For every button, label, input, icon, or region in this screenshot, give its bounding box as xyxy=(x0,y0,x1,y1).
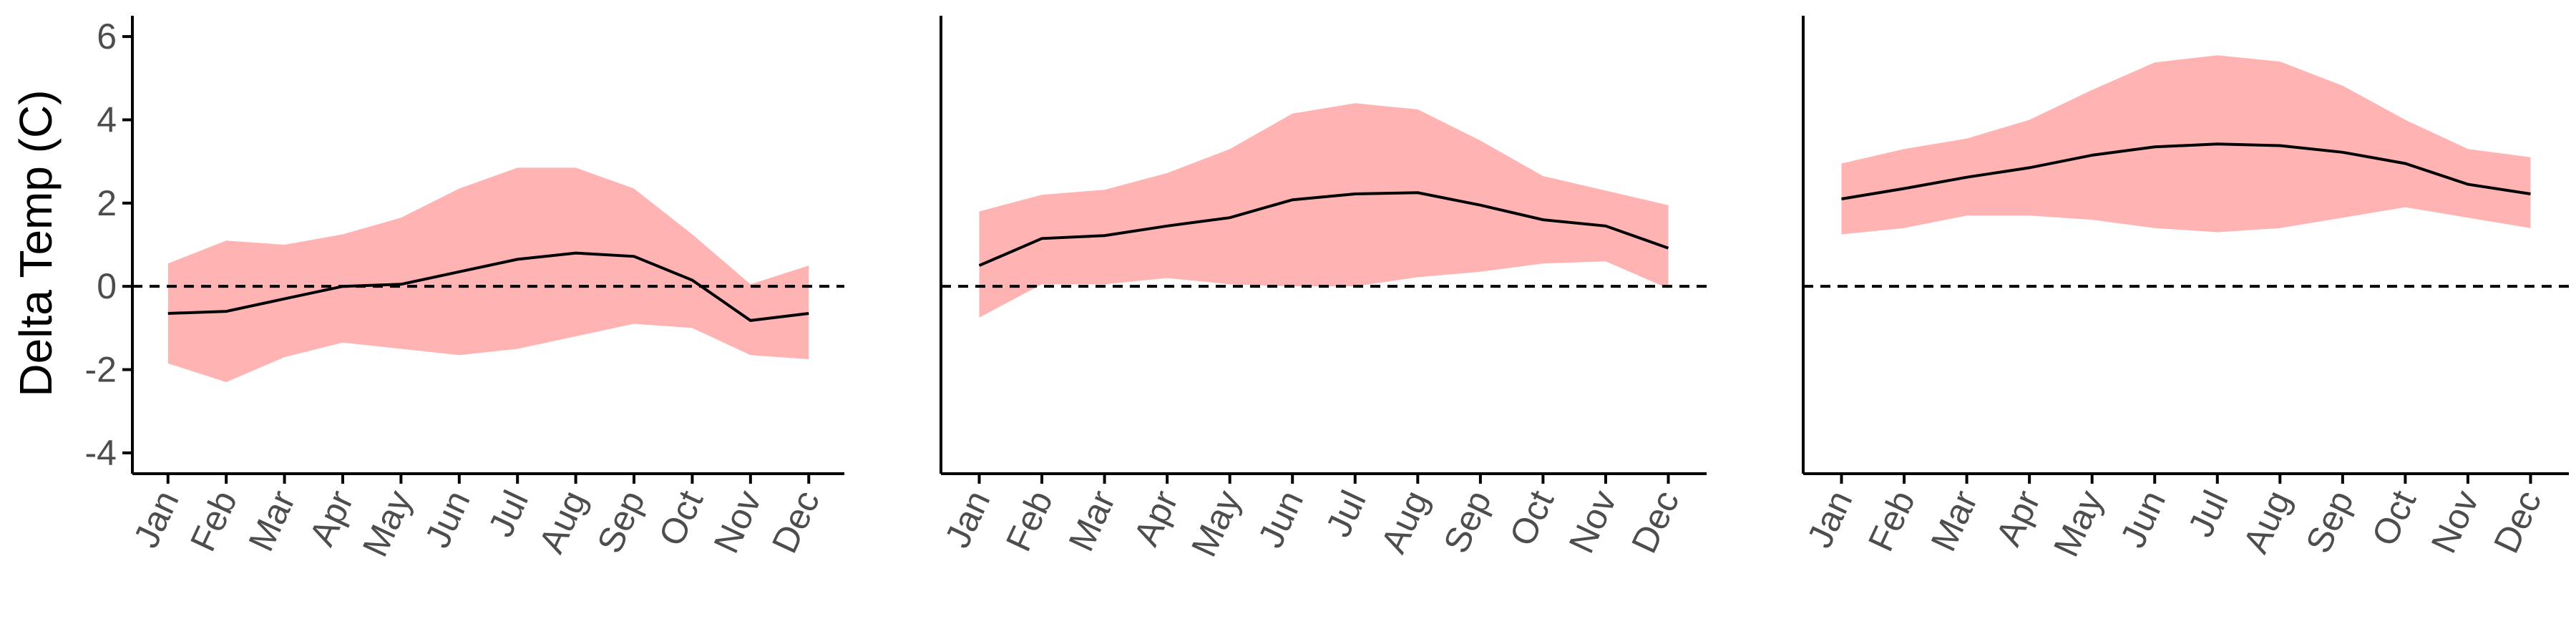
x-tick-label: Jun xyxy=(417,484,478,554)
y-tick-label: 2 xyxy=(97,183,117,223)
x-tick-label: Jan xyxy=(1800,484,1860,554)
x-tick-label: Jul xyxy=(2180,484,2236,543)
x-tick-label: Apr xyxy=(301,484,361,552)
x-tick-label: Jan xyxy=(126,484,187,554)
x-tick-label: Jun xyxy=(2112,484,2173,554)
x-tick-label: Jul xyxy=(480,484,536,543)
x-tick-label: Feb xyxy=(1860,484,1923,557)
x-tick-label: May xyxy=(2046,484,2111,562)
x-tick-label: Aug xyxy=(2235,484,2298,559)
x-tick-label: Dec xyxy=(764,484,827,559)
x-tick-label: Apr xyxy=(1988,484,2048,552)
mean-line xyxy=(978,191,1669,267)
x-tick-label: Jun xyxy=(1250,484,1311,554)
x-tick-label: Jan xyxy=(937,484,998,554)
x-tick-label: May xyxy=(355,484,420,562)
x-tick-label: Sep xyxy=(590,484,653,559)
x-tick-label: May xyxy=(1184,484,1249,562)
x-tick-label: Dec xyxy=(1624,484,1687,559)
mean-line xyxy=(167,251,809,322)
x-tick-label: Nov xyxy=(2424,484,2487,559)
y-tick-label: 6 xyxy=(97,16,117,57)
x-tick-label: Aug xyxy=(531,484,594,559)
x-tick-label: Oct xyxy=(651,484,711,552)
x-tick-label: Apr xyxy=(1126,484,1186,552)
x-tick-label: Sep xyxy=(2298,484,2361,559)
y-tick-label: -4 xyxy=(85,433,117,473)
x-tick-label: Feb xyxy=(182,484,245,557)
uncertainty-band xyxy=(167,167,809,382)
x-tick-label: Oct xyxy=(2364,484,2424,552)
x-tick-label: Oct xyxy=(1502,484,1562,552)
x-tick-label: Nov xyxy=(1561,484,1624,559)
y-axis-title: Delta Temp (C) xyxy=(10,89,62,396)
y-tick-label: -2 xyxy=(85,350,117,390)
x-tick-label: Mar xyxy=(1923,484,1985,557)
x-tick-label: Mar xyxy=(1060,484,1123,557)
y-tick-label: 0 xyxy=(97,266,117,306)
x-tick-label: Mar xyxy=(240,484,303,557)
x-tick-label: Aug xyxy=(1373,484,1436,559)
x-tick-label: Feb xyxy=(998,484,1060,557)
x-tick-label: Nov xyxy=(706,484,769,559)
x-tick-label: Sep xyxy=(1435,484,1498,559)
x-tick-label: Jul xyxy=(1318,484,1374,543)
x-tick-label: Dec xyxy=(2486,484,2549,559)
uncertainty-band xyxy=(979,103,1669,318)
y-tick-label: 4 xyxy=(97,99,117,140)
mean-line xyxy=(1841,142,2531,200)
